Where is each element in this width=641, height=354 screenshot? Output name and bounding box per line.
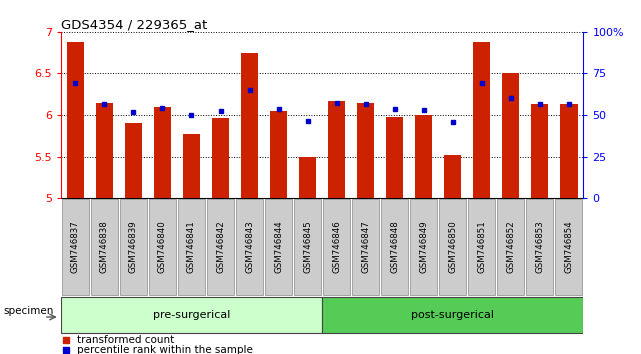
Bar [357, 103, 374, 198]
FancyBboxPatch shape [322, 297, 583, 333]
Text: GSM746839: GSM746839 [129, 221, 138, 273]
Text: GSM746851: GSM746851 [478, 221, 487, 273]
Text: pre-surgerical: pre-surgerical [153, 310, 230, 320]
Bar [502, 74, 519, 198]
Text: GSM746841: GSM746841 [187, 221, 196, 273]
FancyBboxPatch shape [469, 199, 495, 295]
FancyBboxPatch shape [497, 199, 524, 295]
Text: GSM746838: GSM746838 [100, 221, 109, 273]
Text: GSM746852: GSM746852 [506, 221, 515, 273]
Bar [560, 104, 578, 198]
Bar [270, 111, 287, 198]
Bar [241, 53, 258, 198]
Text: GSM746846: GSM746846 [332, 221, 341, 273]
FancyBboxPatch shape [556, 199, 582, 295]
FancyBboxPatch shape [265, 199, 292, 295]
Bar [96, 103, 113, 198]
Bar [328, 101, 345, 198]
FancyBboxPatch shape [178, 199, 205, 295]
Text: transformed count: transformed count [76, 335, 174, 345]
FancyBboxPatch shape [526, 199, 553, 295]
Text: GSM746847: GSM746847 [361, 221, 370, 273]
FancyBboxPatch shape [149, 199, 176, 295]
FancyBboxPatch shape [61, 297, 322, 333]
Bar [212, 118, 229, 198]
Text: specimen: specimen [3, 306, 53, 316]
Text: GSM746853: GSM746853 [535, 221, 544, 273]
FancyBboxPatch shape [120, 199, 147, 295]
Bar [386, 117, 403, 198]
Text: GSM746849: GSM746849 [419, 221, 428, 273]
Text: GSM746844: GSM746844 [274, 221, 283, 273]
Bar [67, 42, 84, 198]
FancyBboxPatch shape [381, 199, 408, 295]
Text: GDS4354 / 229365_at: GDS4354 / 229365_at [61, 18, 207, 31]
Text: GSM746843: GSM746843 [245, 221, 254, 273]
FancyBboxPatch shape [207, 199, 234, 295]
FancyBboxPatch shape [62, 199, 88, 295]
FancyBboxPatch shape [353, 199, 379, 295]
Bar [183, 134, 200, 198]
FancyBboxPatch shape [410, 199, 437, 295]
Bar [531, 104, 549, 198]
FancyBboxPatch shape [294, 199, 321, 295]
Text: GSM746854: GSM746854 [564, 221, 573, 273]
Bar [473, 42, 490, 198]
Text: GSM746840: GSM746840 [158, 221, 167, 273]
Bar [444, 155, 462, 198]
Text: GSM746850: GSM746850 [448, 221, 457, 273]
Text: GSM746848: GSM746848 [390, 221, 399, 273]
FancyBboxPatch shape [439, 199, 466, 295]
Bar [299, 158, 316, 198]
FancyBboxPatch shape [236, 199, 263, 295]
Bar [415, 115, 433, 198]
Text: GSM746842: GSM746842 [216, 221, 225, 273]
Bar [125, 123, 142, 198]
Text: post-surgerical: post-surgerical [412, 310, 494, 320]
Bar [154, 107, 171, 198]
Text: GSM746837: GSM746837 [71, 221, 80, 273]
FancyBboxPatch shape [323, 199, 350, 295]
Text: GSM746845: GSM746845 [303, 221, 312, 273]
FancyBboxPatch shape [91, 199, 118, 295]
Text: percentile rank within the sample: percentile rank within the sample [76, 345, 253, 354]
